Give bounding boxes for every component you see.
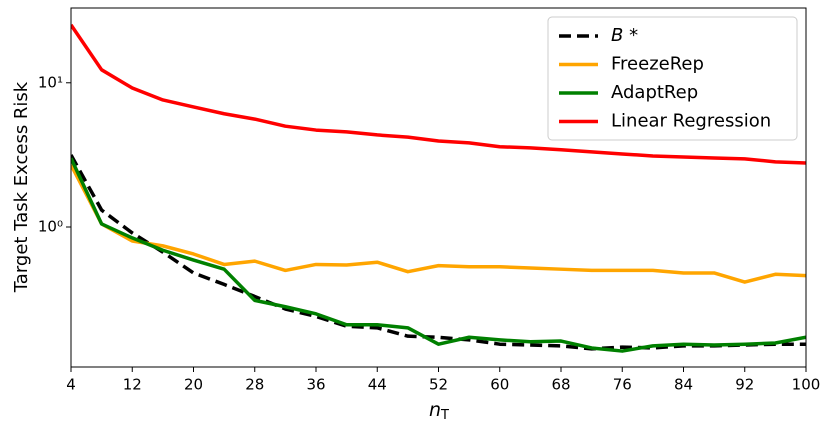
- series-line: [71, 157, 806, 353]
- y-tick-label: 10⁰: [38, 218, 63, 236]
- y-axis-label: Target Task Excess Risk: [11, 81, 32, 293]
- legend-label: B *: [611, 25, 638, 46]
- legend-box: [547, 16, 798, 141]
- x-tick-label: 44: [368, 376, 387, 394]
- x-tick-label: 68: [551, 376, 570, 394]
- x-tick-label: 76: [613, 376, 632, 394]
- series-line: [71, 163, 806, 284]
- legend-label: AdaptRep: [611, 82, 698, 103]
- x-tick-label: 92: [735, 376, 754, 394]
- legend-label: FreezeRep: [611, 54, 704, 75]
- series-line: [71, 23, 806, 165]
- x-tick-label: 36: [306, 376, 325, 394]
- legend-label: Linear Regression: [611, 111, 771, 132]
- x-tick-label: 12: [123, 376, 142, 394]
- x-tick-label: 4: [66, 376, 76, 394]
- x-tick-label: 60: [490, 376, 509, 394]
- x-axis-label: nT: [429, 399, 449, 423]
- x-tick-label: 20: [184, 376, 203, 394]
- plot-frame: [70, 7, 807, 368]
- x-tick-label: 100: [792, 376, 821, 394]
- x-tick-label: 28: [245, 376, 264, 394]
- y-tick-label: 10¹: [38, 73, 63, 91]
- x-tick-label: 52: [429, 376, 448, 394]
- x-tick-label: 84: [674, 376, 693, 394]
